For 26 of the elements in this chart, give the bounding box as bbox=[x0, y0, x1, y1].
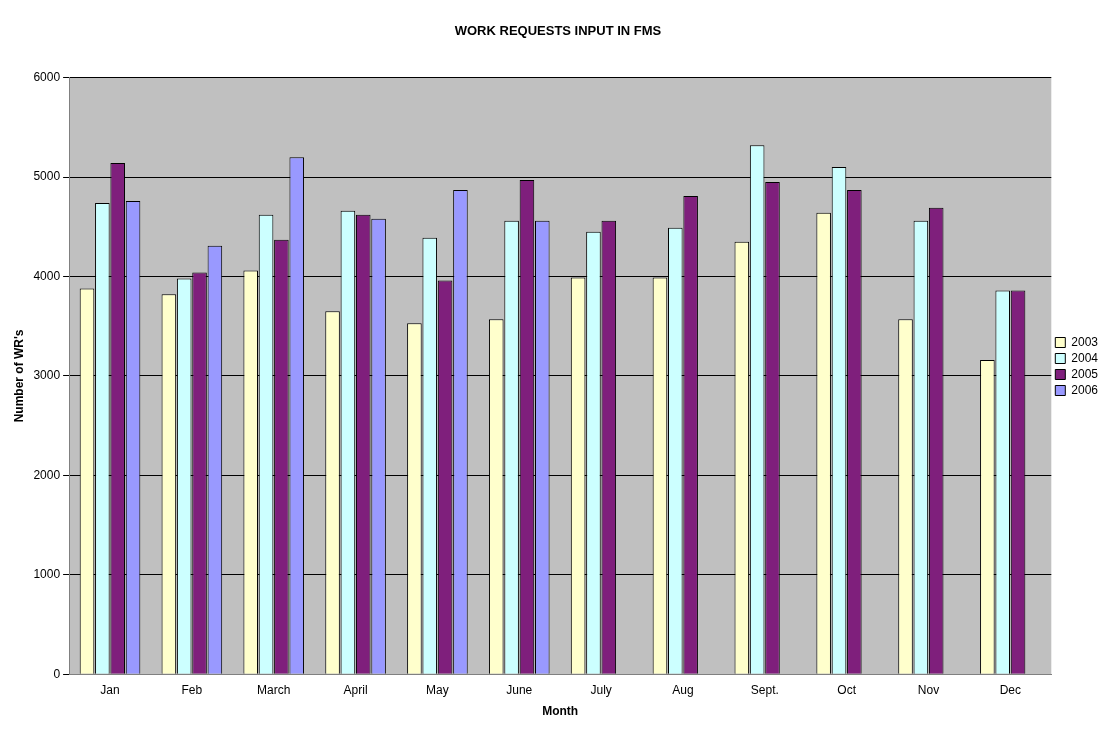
y-tick-label: 3000 bbox=[33, 368, 61, 383]
x-tick-label: July bbox=[590, 682, 612, 697]
y-tick-label: 1000 bbox=[33, 567, 61, 582]
chart-title: WORK REQUESTS INPUT IN FMS bbox=[454, 23, 662, 39]
y-tick-label: 6000 bbox=[33, 69, 61, 84]
x-tick-label: March bbox=[257, 682, 291, 697]
x-tick-label: Sept. bbox=[750, 682, 779, 697]
x-tick-label: May bbox=[426, 682, 449, 697]
x-tick-label: Oct bbox=[837, 682, 857, 697]
legend-label: 2003 bbox=[1071, 334, 1099, 349]
x-tick-label: Dec bbox=[999, 682, 1022, 697]
y-axis-title: Number of WR's bbox=[11, 329, 26, 423]
y-tick-label: 2000 bbox=[33, 467, 61, 482]
legend-label: 2006 bbox=[1071, 382, 1099, 397]
y-tick-label: 0 bbox=[53, 666, 61, 681]
x-axis-title: Month bbox=[542, 704, 579, 719]
x-tick-label: Aug bbox=[672, 682, 694, 697]
x-tick-label: June bbox=[506, 682, 533, 697]
legend-label: 2005 bbox=[1071, 366, 1099, 381]
legend-label: 2004 bbox=[1071, 350, 1099, 365]
x-tick-label: Feb bbox=[181, 682, 203, 697]
y-tick-label: 4000 bbox=[33, 268, 61, 283]
x-tick-label: Nov bbox=[917, 682, 940, 697]
x-tick-label: Jan bbox=[100, 682, 120, 697]
y-tick-label: 5000 bbox=[33, 169, 61, 184]
x-tick-label: April bbox=[343, 682, 368, 697]
